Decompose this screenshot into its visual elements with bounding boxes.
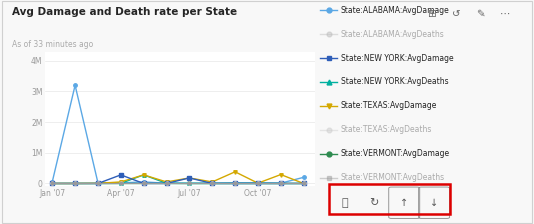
Text: State:TEXAS:AvgDeaths: State:TEXAS:AvgDeaths <box>341 125 432 134</box>
Text: State:NEW YORK:AvgDamage: State:NEW YORK:AvgDamage <box>341 54 453 62</box>
Text: Avg Damage and Death rate per State: Avg Damage and Death rate per State <box>12 7 237 17</box>
Text: State:NEW YORK:AvgDeaths: State:NEW YORK:AvgDeaths <box>341 78 449 86</box>
Text: State:VERMONT:AvgDamage: State:VERMONT:AvgDamage <box>341 149 450 158</box>
Text: As of 33 minutes ago: As of 33 minutes ago <box>12 40 93 49</box>
Text: State:ALABAMA:AvgDamage: State:ALABAMA:AvgDamage <box>341 6 450 15</box>
Text: ⊞: ⊞ <box>427 9 436 19</box>
Text: ✎: ✎ <box>476 9 485 19</box>
Bar <box>329 184 450 214</box>
Text: ↻: ↻ <box>369 198 379 208</box>
Text: ↑: ↑ <box>400 198 409 208</box>
Text: State:VERMONT:AvgDeaths: State:VERMONT:AvgDeaths <box>341 173 445 182</box>
Text: ↓: ↓ <box>430 198 438 208</box>
Text: State:ALABAMA:AvgDeaths: State:ALABAMA:AvgDeaths <box>341 30 444 39</box>
Text: ↺: ↺ <box>452 9 461 19</box>
Text: ⌕: ⌕ <box>341 198 348 208</box>
Text: ⋯: ⋯ <box>499 9 510 19</box>
Text: State:TEXAS:AvgDamage: State:TEXAS:AvgDamage <box>341 101 437 110</box>
